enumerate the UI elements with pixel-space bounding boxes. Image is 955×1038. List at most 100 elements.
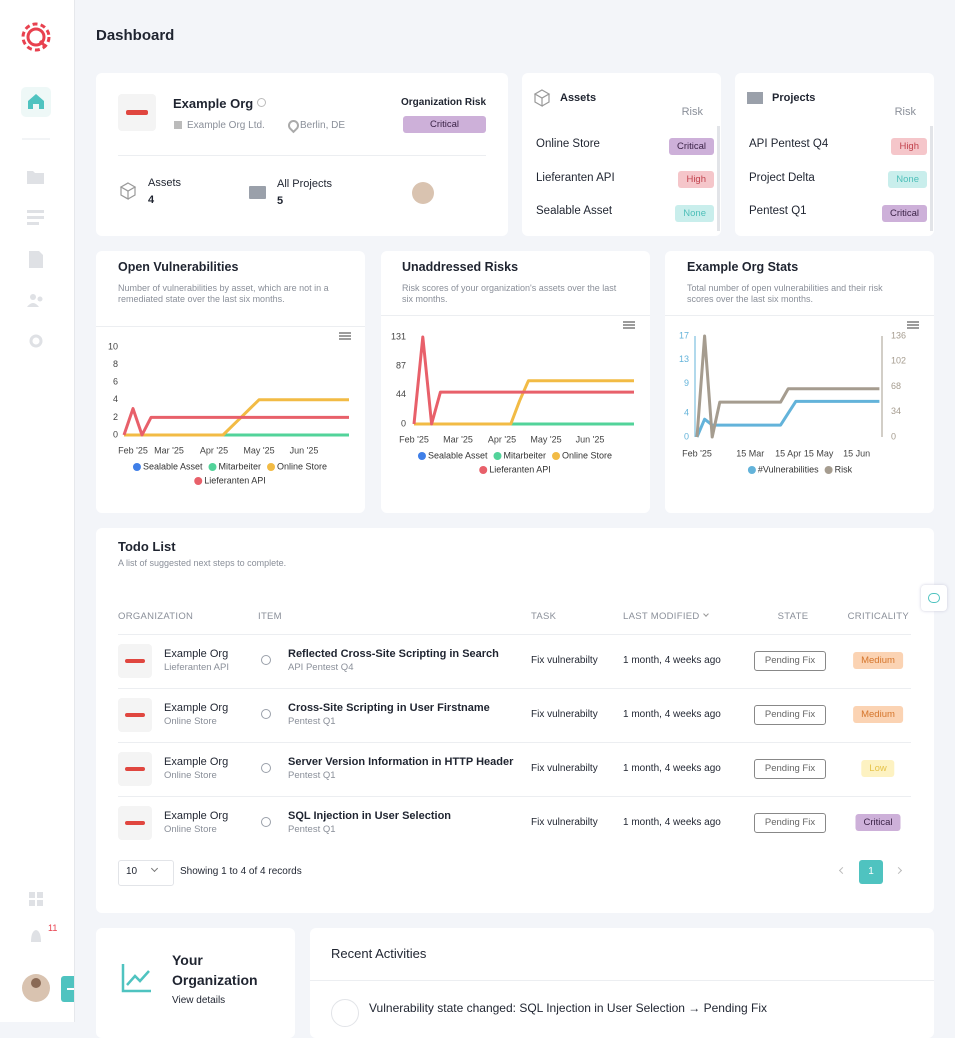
state-button[interactable]: Pending Fix — [754, 759, 826, 779]
org-legal-name: Example Org Ltd. — [187, 120, 265, 131]
assets-risk-label: Risk — [681, 106, 703, 118]
page-title: Dashboard — [96, 27, 175, 44]
org-risk-label: Organization Risk — [400, 97, 486, 108]
settings-icon[interactable] — [29, 334, 43, 348]
project-name: Pentest Q1 — [749, 205, 807, 217]
chart-divider — [96, 326, 365, 327]
org-name: Example Org — [164, 702, 229, 714]
risk-badge: Low — [861, 760, 895, 777]
column-header: ITEM — [258, 611, 282, 622]
org-logo — [118, 644, 152, 678]
logo — [21, 22, 51, 52]
report-icon[interactable] — [29, 251, 43, 268]
org-name: Example Org — [164, 810, 229, 822]
current-page[interactable]: 1 — [859, 860, 883, 884]
users-icon[interactable] — [27, 294, 43, 307]
item-title[interactable]: Server Version Information in HTTP Heade… — [288, 756, 514, 768]
modified: 1 month, 4 weeks ago — [623, 709, 721, 720]
todo-subtitle: A list of suggested next steps to comple… — [118, 558, 287, 568]
item-title[interactable]: Reflected Cross-Site Scripting in Search — [288, 648, 499, 660]
column-header[interactable]: LAST MODIFIED — [623, 611, 700, 622]
asset-name: Online Store — [164, 716, 217, 727]
activity-item: Vulnerability state changed: SQL Injecti… — [369, 1001, 767, 1015]
member-avatar[interactable] — [412, 182, 434, 204]
risk-badge: Medium — [853, 706, 903, 723]
chart-subtitle: Total number of open vulnerabilities and… — [687, 283, 883, 304]
modified: 1 month, 4 weeks ago — [623, 655, 721, 666]
risk-badge: Critical — [403, 116, 486, 133]
projects-count: 5 — [277, 195, 284, 207]
projects-card-icon — [747, 92, 763, 104]
sidebar-icons — [21, 22, 74, 1002]
org-logo — [118, 94, 156, 131]
item-icon — [261, 655, 271, 665]
chart-title: Example Org Stats — [687, 260, 799, 274]
organization-link[interactable]: View details — [172, 995, 226, 1006]
project-name: Pentest Q1 — [288, 824, 336, 835]
risk-badge: Critical — [668, 137, 714, 155]
row-separator — [118, 742, 911, 743]
todo-title: Todo List — [118, 539, 176, 554]
row-separator — [118, 796, 911, 797]
item-icon — [261, 709, 271, 719]
risk-badge: Critical — [855, 814, 901, 831]
asset-name: Online Store — [536, 138, 600, 150]
chart-subtitle: Risk scores of your organization's asset… — [402, 283, 617, 304]
org-logo — [118, 806, 152, 840]
risk-badge: High — [678, 171, 714, 188]
asset-name: Online Store — [164, 824, 217, 835]
home-icon — [28, 94, 44, 109]
list-icon[interactable] — [27, 210, 44, 225]
apps-icon[interactable] — [29, 892, 43, 906]
modified: 1 month, 4 weeks ago — [623, 817, 721, 828]
project-name: API Pentest Q4 — [749, 138, 829, 150]
chart-title: Open Vulnerabilities — [118, 260, 239, 274]
projects-icon[interactable] — [27, 171, 44, 184]
todo-card — [96, 528, 934, 913]
asset-name: Lieferanten API — [536, 171, 615, 184]
task: Fix vulnerabilty — [531, 763, 598, 774]
row-separator — [118, 634, 911, 635]
chat-button[interactable] — [921, 585, 947, 611]
scrollbar — [717, 126, 720, 231]
assets-card-icon — [533, 89, 551, 108]
item-title[interactable]: Cross-Site Scripting in User Firstname — [288, 702, 490, 714]
risk-badge: Critical — [881, 204, 927, 222]
state-button[interactable]: Pending Fix — [754, 651, 826, 671]
state-button[interactable]: Pending Fix — [754, 705, 826, 725]
item-icon — [261, 817, 271, 827]
modified: 1 month, 4 weeks ago — [623, 763, 721, 774]
chart-subtitle: Number of vulnerabilities by asset, whic… — [118, 283, 329, 304]
project-name: Pentest Q1 — [288, 770, 336, 781]
project-name: Pentest Q1 — [288, 716, 336, 727]
building-icon — [174, 121, 182, 129]
organization-title: Your Organization — [172, 952, 258, 988]
column-header: STATE — [777, 611, 809, 622]
state-button[interactable]: Pending Fix — [754, 813, 826, 833]
org-name: Example Org — [164, 648, 229, 660]
bell-icon[interactable] — [31, 930, 41, 942]
records-text: Showing 1 to 4 of 4 records — [180, 866, 302, 877]
avatar-face — [31, 978, 41, 988]
org-logo — [118, 698, 152, 732]
assets-card-title: Assets — [560, 92, 597, 104]
org-name: Example Org — [164, 756, 229, 768]
asset-name: Lieferanten API — [164, 662, 229, 673]
org-card — [96, 73, 508, 236]
verified-icon — [257, 98, 266, 107]
risk-badge: None — [675, 204, 714, 222]
activities-card — [310, 928, 934, 1038]
page-size: 10 — [126, 866, 138, 877]
item-title[interactable]: SQL Injection in User Selection — [288, 810, 452, 822]
projects-card-title: Projects — [772, 92, 816, 104]
separator — [118, 155, 486, 156]
page-size-select[interactable] — [118, 860, 174, 886]
activities-divider — [310, 980, 934, 981]
task: Fix vulnerabilty — [531, 817, 598, 828]
item-icon — [261, 763, 271, 773]
org-name: Example Org — [173, 96, 254, 111]
chart-icon — [121, 964, 151, 993]
projects-label: All Projects — [277, 178, 333, 190]
row-separator — [118, 688, 911, 689]
